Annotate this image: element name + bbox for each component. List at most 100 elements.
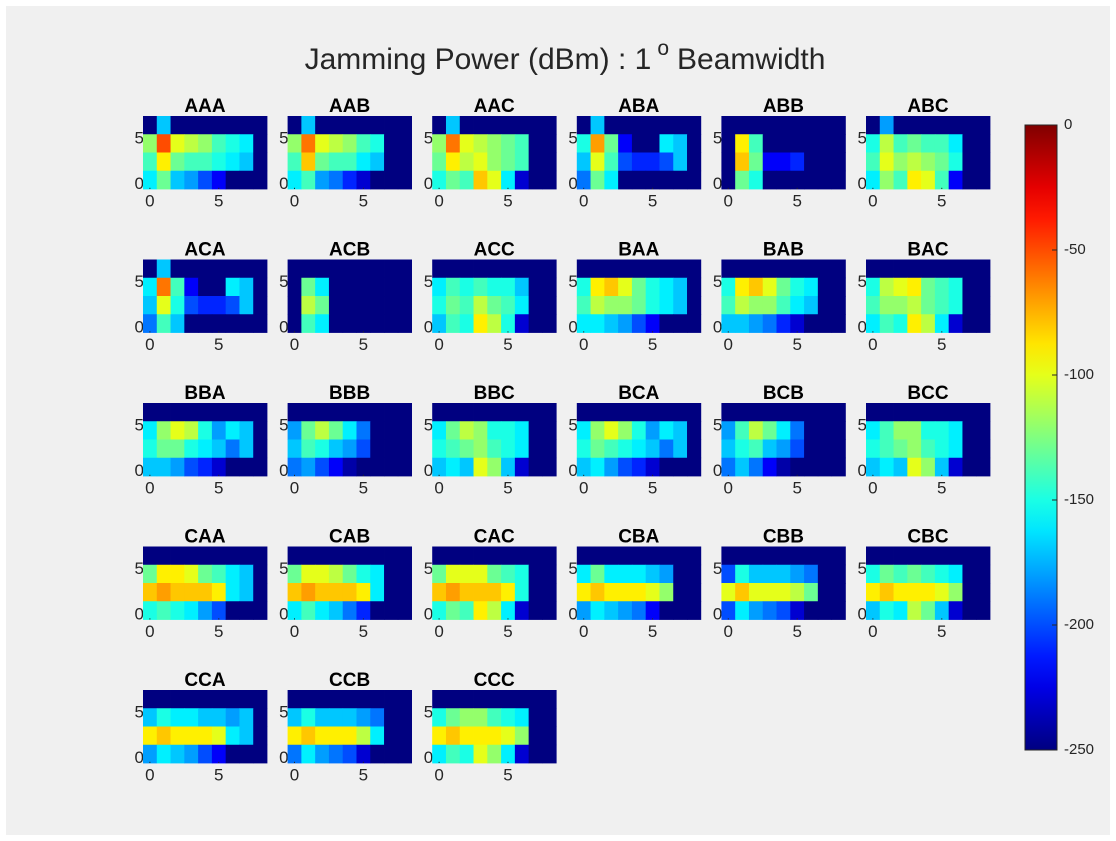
heatmap-cell — [226, 565, 240, 584]
heatmap-cell — [976, 403, 990, 422]
heatmap-cell — [487, 134, 501, 153]
heatmap-cell — [384, 601, 398, 620]
heatmap-cell — [515, 260, 529, 279]
heatmap-cell — [171, 440, 185, 459]
heatmap-cell — [184, 745, 198, 764]
x-tick-label: 5 — [214, 191, 223, 210]
heatmap-cell — [866, 153, 880, 172]
heatmap-cell — [735, 440, 749, 459]
heatmap-cell — [777, 134, 791, 153]
heatmap-cell — [515, 547, 529, 566]
x-tick-label: 0 — [434, 191, 443, 210]
heatmap-cell — [384, 171, 398, 190]
heatmap-cell — [315, 727, 329, 746]
heatmap-cell — [763, 153, 777, 172]
heatmap-cell — [673, 296, 687, 315]
y-tick-label: 0 — [858, 461, 867, 480]
heatmap-cell — [157, 458, 171, 477]
heatmap-cell — [962, 440, 976, 459]
heatmap-cell — [329, 134, 343, 153]
heatmap-cell — [370, 440, 384, 459]
heatmap-cell — [487, 583, 501, 602]
y-tick-label: 0 — [424, 604, 433, 623]
heatmap-cell — [790, 260, 804, 279]
heatmap-cell — [921, 153, 935, 172]
heatmap-cell — [604, 134, 618, 153]
heatmap-cell — [315, 440, 329, 459]
heatmap-cell — [501, 403, 515, 422]
heatmap-cell — [577, 547, 591, 566]
heatmap-cell — [253, 278, 267, 297]
y-tick-label: 5 — [135, 415, 144, 434]
heatmap-cell — [935, 601, 949, 620]
heatmap-cell — [921, 260, 935, 279]
heatmap-cell — [542, 153, 556, 172]
heatmap-cell — [542, 458, 556, 477]
heatmap-cell — [446, 727, 460, 746]
heatmap-cell — [577, 403, 591, 422]
heatmap-cell — [356, 458, 370, 477]
heatmap-cell — [604, 171, 618, 190]
heatmap-cell — [198, 458, 212, 477]
y-tick-label: 5 — [568, 559, 577, 578]
heatmap-cell — [962, 403, 976, 422]
y-tick-label: 0 — [135, 174, 144, 193]
heatmap-cell — [618, 171, 632, 190]
y-tick-label: 5 — [424, 272, 433, 291]
heatmap-cell — [604, 278, 618, 297]
heatmap-cell — [329, 583, 343, 602]
heatmap-cell — [632, 296, 646, 315]
heatmap-cell — [239, 421, 253, 440]
heatmap-cell — [749, 440, 763, 459]
heatmap-cell — [618, 403, 632, 422]
heatmap-cell — [157, 278, 171, 297]
heatmap-cell — [632, 134, 646, 153]
heatmap-cell — [329, 745, 343, 764]
heatmap-cell — [487, 116, 501, 135]
heatmap-cell — [432, 727, 446, 746]
heatmap-cell — [460, 171, 474, 190]
heatmap-cell — [866, 565, 880, 584]
heatmap-cell — [907, 403, 921, 422]
heatmap-cell — [515, 440, 529, 459]
heatmap-cell — [529, 583, 543, 602]
heatmap-cell — [356, 690, 370, 709]
heatmap-cell — [184, 421, 198, 440]
heatmap-cell — [735, 421, 749, 440]
heatmap-cell — [474, 403, 488, 422]
heatmap-cell — [542, 440, 556, 459]
heatmap-cell — [777, 458, 791, 477]
heatmap-cell — [301, 314, 315, 333]
heatmap-cell — [460, 690, 474, 709]
heatmap-cell — [618, 547, 632, 566]
heatmap-cell — [604, 260, 618, 279]
heatmap-cell — [515, 403, 529, 422]
x-tick-label: 0 — [290, 622, 299, 641]
heatmap-cell — [777, 116, 791, 135]
heatmap-cell — [184, 296, 198, 315]
heatmap-cell — [398, 278, 412, 297]
heatmap-cell — [832, 421, 846, 440]
heatmap-cell — [673, 565, 687, 584]
heatmap-cell — [763, 134, 777, 153]
y-tick-label: 5 — [279, 128, 288, 147]
heatmap-cell — [501, 727, 515, 746]
heatmap-cell — [529, 601, 543, 620]
heatmap-cell — [301, 745, 315, 764]
heatmap-cell — [604, 583, 618, 602]
heatmap-cell — [384, 260, 398, 279]
heatmap-cell — [659, 153, 673, 172]
heatmap-cell — [288, 403, 302, 422]
heatmap-cell — [487, 296, 501, 315]
heatmap-cell — [907, 458, 921, 477]
heatmap-cell — [398, 116, 412, 135]
colorbar-tick-label: 0 — [1064, 116, 1072, 133]
y-tick-label: 5 — [279, 415, 288, 434]
heatmap-cell — [976, 314, 990, 333]
heatmap-cell — [804, 565, 818, 584]
heatmap-cell — [659, 565, 673, 584]
heatmap-cell — [171, 458, 185, 477]
heatmap-cell — [577, 601, 591, 620]
heatmap-cell — [198, 314, 212, 333]
heatmap-cell — [921, 296, 935, 315]
